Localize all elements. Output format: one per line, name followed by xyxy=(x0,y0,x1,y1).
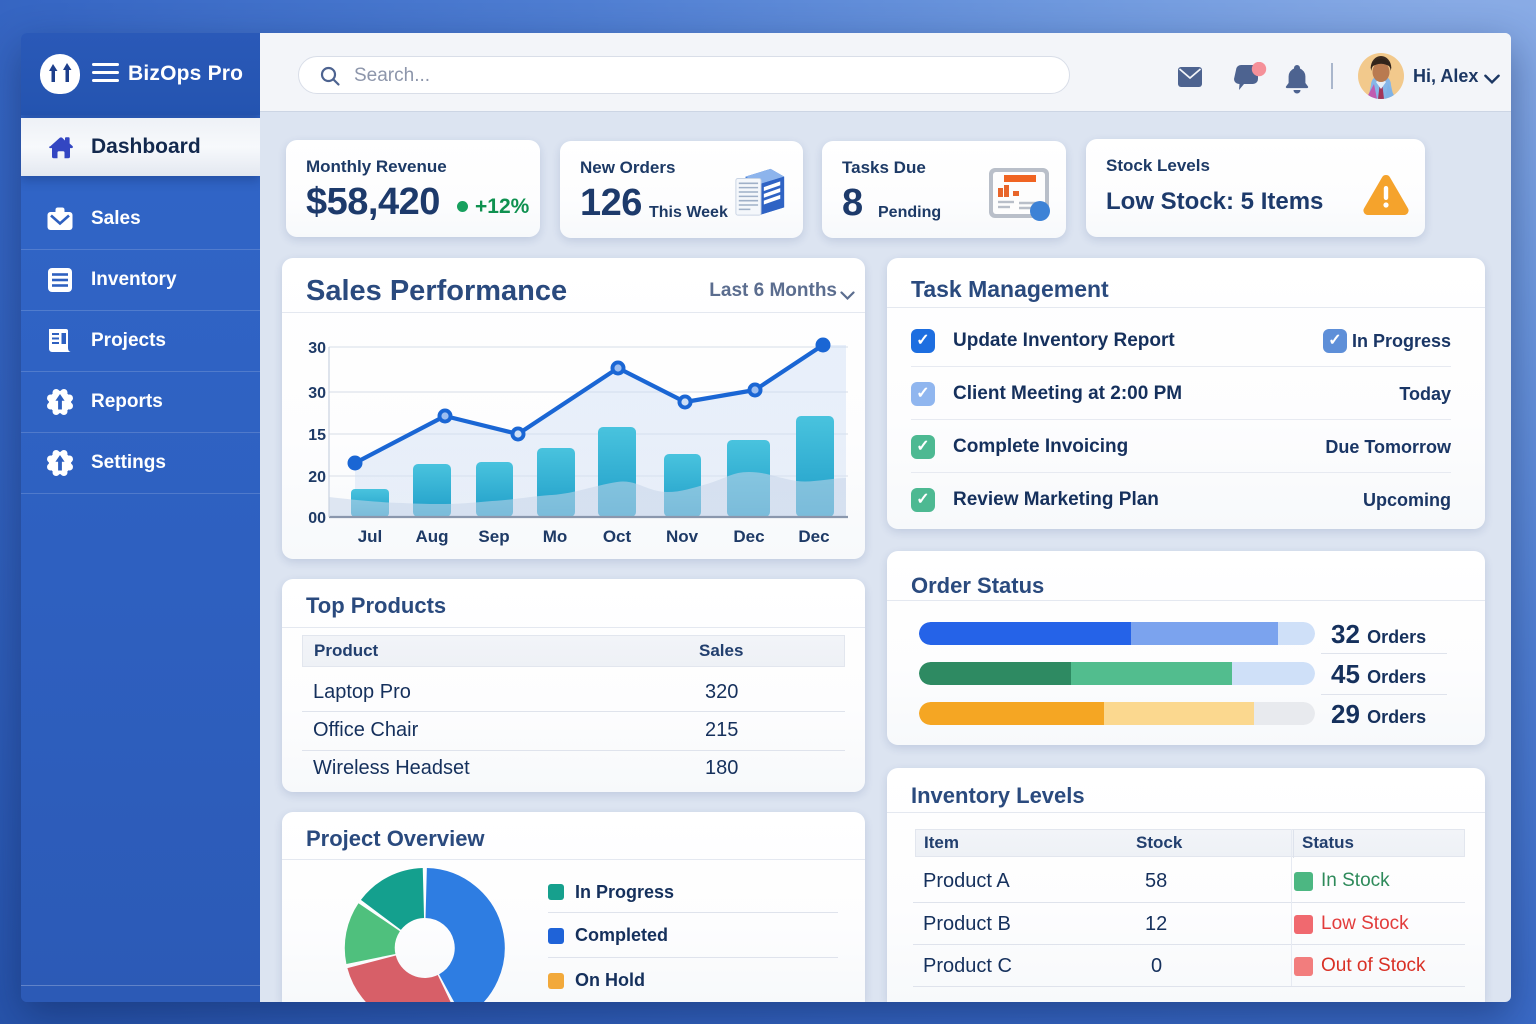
svg-text:20: 20 xyxy=(308,469,326,486)
svg-text:Jul: Jul xyxy=(358,527,383,546)
svg-text:Sep: Sep xyxy=(478,527,509,546)
svg-text:Dec: Dec xyxy=(733,527,764,546)
svg-text:15: 15 xyxy=(308,427,326,444)
svg-text:Oct: Oct xyxy=(603,527,632,546)
svg-text:Aug: Aug xyxy=(415,527,448,546)
svg-text:Mo: Mo xyxy=(543,527,568,546)
svg-text:Nov: Nov xyxy=(666,527,699,546)
svg-text:30: 30 xyxy=(308,385,326,402)
svg-text:00: 00 xyxy=(308,510,326,527)
svg-text:30: 30 xyxy=(308,340,326,357)
svg-text:Dec: Dec xyxy=(798,527,829,546)
